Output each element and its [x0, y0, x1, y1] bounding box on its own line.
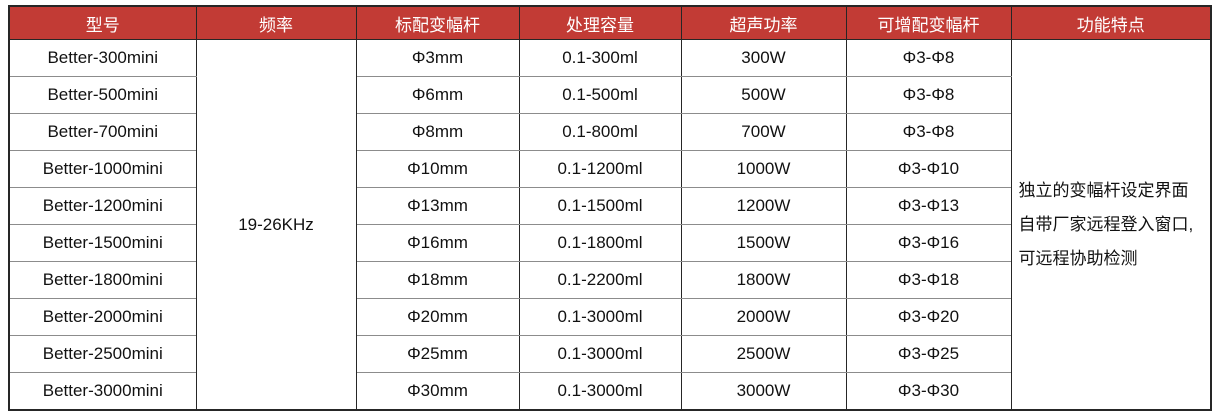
model-cell: Better-1500mini [8, 224, 197, 262]
capacity-cell: 0.1-800ml [518, 113, 682, 151]
capacity-cell: 0.1-3000ml [518, 298, 682, 336]
table-row: Better-1000mini Φ10mm 0.1-1200ml 1000W Φ3-Φ1… [8, 150, 1211, 188]
column-header-frequency: 频率 [195, 5, 357, 40]
table-row: Better-3000mini Φ30mm 0.1-3000ml 3000W Φ3-Φ3… [8, 372, 1211, 411]
header-row: 型号 频率 标配变幅杆 处理容量 超声功率 可增配变幅杆 功能特点 [8, 5, 1212, 40]
model-cell: Better-700mini [8, 113, 197, 151]
model-cell: Better-1800mini [8, 261, 197, 299]
frequency-merged-cell: 19-26KHz [195, 39, 357, 411]
table-row: Better-1800mini Φ18mm 0.1-2200ml 1800W Φ3-Φ1… [8, 261, 1211, 299]
model-cell: Better-300mini [8, 39, 197, 77]
power-cell: 3000W [680, 372, 847, 411]
standard-horn-cell: Φ10mm [355, 150, 520, 188]
optional-horn-cell: Φ3-Φ18 [845, 261, 1012, 299]
standard-horn-cell: Φ3mm [355, 39, 520, 77]
table-row: Better-500mini Φ6mm 0.1-500ml 500W Φ3-Φ8 [8, 76, 1211, 114]
model-cell: Better-3000mini [8, 372, 197, 411]
standard-horn-cell: Φ30mm [355, 372, 520, 411]
model-cell: Better-2000mini [8, 298, 197, 336]
capacity-cell: 0.1-300ml [518, 39, 682, 77]
optional-horn-cell: Φ3-Φ16 [845, 224, 1012, 262]
power-cell: 1000W [680, 150, 847, 188]
standard-horn-cell: Φ6mm [355, 76, 520, 114]
power-cell: 700W [680, 113, 847, 151]
table-row: Better-2500mini Φ25mm 0.1-3000ml 2500W Φ3-Φ2… [8, 335, 1211, 373]
power-cell: 2000W [680, 298, 847, 336]
feature-line: 可远程协助检测 [1018, 248, 1138, 268]
capacity-cell: 0.1-1500ml [518, 187, 682, 225]
power-cell: 300W [680, 39, 847, 77]
optional-horn-cell: Φ3-Φ13 [845, 187, 1012, 225]
table-row: Better-1200mini Φ13mm 0.1-1500ml 1200W Φ3-Φ1… [8, 187, 1211, 225]
column-header-capacity: 处理容量 [518, 5, 682, 40]
power-cell: 1500W [680, 224, 847, 262]
model-cell: Better-2500mini [8, 335, 197, 373]
column-header-standard-horn: 标配变幅杆 [355, 5, 520, 40]
optional-horn-cell: Φ3-Φ30 [845, 372, 1012, 411]
features-merged-cell: 独立的变幅杆设定界面 自带厂家远程登入窗口, 可远程协助检测 [1010, 39, 1212, 411]
column-header-optional-horn: 可增配变幅杆 [845, 5, 1012, 40]
optional-horn-cell: Φ3-Φ20 [845, 298, 1012, 336]
standard-horn-cell: Φ16mm [355, 224, 520, 262]
power-cell: 1200W [680, 187, 847, 225]
feature-line: 独立的变幅杆设定界面 [1018, 180, 1189, 200]
capacity-cell: 0.1-500ml [518, 76, 682, 114]
optional-horn-cell: Φ3-Φ25 [845, 335, 1012, 373]
capacity-cell: 0.1-2200ml [518, 261, 682, 299]
optional-horn-cell: Φ3-Φ8 [845, 113, 1012, 151]
product-spec-table: 型号 频率 标配变幅杆 处理容量 超声功率 可增配变幅杆 功能特点 Better-300mi… [8, 5, 1212, 411]
standard-horn-cell: Φ13mm [355, 187, 520, 225]
feature-line: 自带厂家远程登入窗口, [1018, 214, 1194, 234]
standard-horn-cell: Φ25mm [355, 335, 520, 373]
capacity-cell: 0.1-3000ml [518, 335, 682, 373]
table-row: Better-700mini Φ8mm 0.1-800ml 700W Φ3-Φ8 [8, 113, 1211, 151]
capacity-cell: 0.1-1200ml [518, 150, 682, 188]
standard-horn-cell: Φ20mm [355, 298, 520, 336]
column-header-features: 功能特点 [1010, 5, 1212, 40]
table-row: Better-300mini 19-26KHz Φ3mm 0.1-300ml 300W Φ… [8, 39, 1212, 411]
optional-horn-cell: Φ3-Φ8 [845, 76, 1012, 114]
table-row: Better-1500mini Φ16mm 0.1-1800ml 1500W Φ3-Φ1… [8, 224, 1211, 262]
model-cell: Better-500mini [8, 76, 197, 114]
model-cell: Better-1000mini [8, 150, 197, 188]
power-cell: 2500W [680, 335, 847, 373]
standard-horn-cell: Φ18mm [355, 261, 520, 299]
optional-horn-cell: Φ3-Φ10 [845, 150, 1012, 188]
optional-horn-cell: Φ3-Φ8 [845, 39, 1012, 77]
column-header-power: 超声功率 [680, 5, 847, 40]
column-header-model: 型号 [8, 5, 197, 40]
capacity-cell: 0.1-1800ml [518, 224, 682, 262]
power-cell: 1800W [680, 261, 847, 299]
model-cell: Better-1200mini [8, 187, 197, 225]
power-cell: 500W [680, 76, 847, 114]
capacity-cell: 0.1-3000ml [518, 372, 682, 411]
standard-horn-cell: Φ8mm [355, 113, 520, 151]
